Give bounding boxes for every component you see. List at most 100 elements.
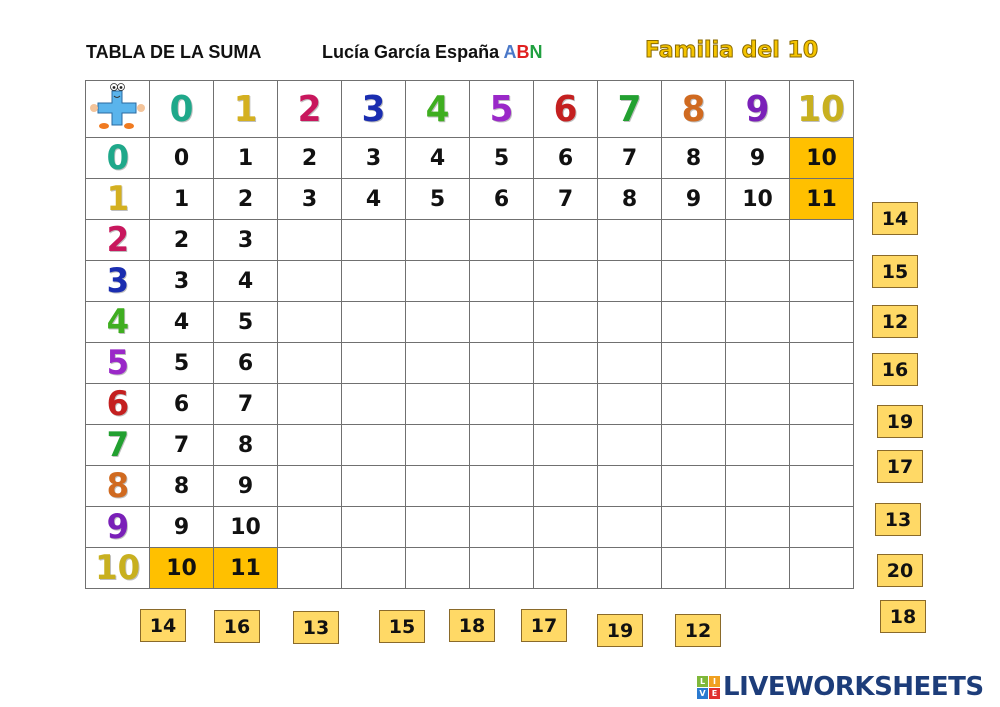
answer-tile-13[interactable]: 13 xyxy=(875,503,921,536)
empty-sum-cell[interactable] xyxy=(597,260,662,302)
empty-sum-cell[interactable] xyxy=(597,301,662,343)
answer-tile-18[interactable]: 18 xyxy=(449,609,495,642)
answer-tile-16[interactable]: 16 xyxy=(872,353,918,386)
empty-sum-cell[interactable] xyxy=(725,547,790,589)
empty-sum-cell[interactable] xyxy=(405,260,470,302)
empty-sum-cell[interactable] xyxy=(405,219,470,261)
empty-sum-cell[interactable] xyxy=(597,547,662,589)
empty-sum-cell[interactable] xyxy=(341,506,406,548)
empty-sum-cell[interactable] xyxy=(533,383,598,425)
answer-tile-19[interactable]: 19 xyxy=(877,405,923,438)
empty-sum-cell[interactable] xyxy=(597,342,662,384)
answer-tile-14[interactable]: 14 xyxy=(872,202,918,235)
answer-tile-14[interactable]: 14 xyxy=(140,609,186,642)
empty-sum-cell[interactable] xyxy=(405,424,470,466)
sum-cell: 2 xyxy=(149,219,214,261)
empty-sum-cell[interactable] xyxy=(661,547,726,589)
empty-sum-cell[interactable] xyxy=(341,301,406,343)
empty-sum-cell[interactable] xyxy=(725,219,790,261)
answer-tile-16[interactable]: 16 xyxy=(214,610,260,643)
empty-sum-cell[interactable] xyxy=(405,506,470,548)
empty-sum-cell[interactable] xyxy=(725,301,790,343)
empty-sum-cell[interactable] xyxy=(597,383,662,425)
answer-tile-15[interactable]: 15 xyxy=(379,610,425,643)
empty-sum-cell[interactable] xyxy=(341,547,406,589)
empty-sum-cell[interactable] xyxy=(405,342,470,384)
empty-sum-cell[interactable] xyxy=(597,424,662,466)
empty-sum-cell[interactable] xyxy=(469,342,534,384)
answer-tile-17[interactable]: 17 xyxy=(521,609,567,642)
empty-sum-cell[interactable] xyxy=(277,301,342,343)
empty-sum-cell[interactable] xyxy=(469,301,534,343)
empty-sum-cell[interactable] xyxy=(277,465,342,507)
empty-sum-cell[interactable] xyxy=(725,383,790,425)
empty-sum-cell[interactable] xyxy=(469,465,534,507)
empty-sum-cell[interactable] xyxy=(597,465,662,507)
empty-sum-cell[interactable] xyxy=(661,342,726,384)
empty-sum-cell[interactable] xyxy=(789,383,854,425)
empty-sum-cell[interactable] xyxy=(789,219,854,261)
empty-sum-cell[interactable] xyxy=(277,506,342,548)
empty-sum-cell[interactable] xyxy=(533,506,598,548)
empty-sum-cell[interactable] xyxy=(469,424,534,466)
empty-sum-cell[interactable] xyxy=(725,506,790,548)
empty-sum-cell[interactable] xyxy=(533,219,598,261)
empty-sum-cell[interactable] xyxy=(533,301,598,343)
empty-sum-cell[interactable] xyxy=(725,260,790,302)
empty-sum-cell[interactable] xyxy=(341,219,406,261)
empty-sum-cell[interactable] xyxy=(277,424,342,466)
empty-sum-cell[interactable] xyxy=(661,301,726,343)
answer-tile-12[interactable]: 12 xyxy=(675,614,721,647)
empty-sum-cell[interactable] xyxy=(533,260,598,302)
empty-sum-cell[interactable] xyxy=(789,342,854,384)
answer-tile-19[interactable]: 19 xyxy=(597,614,643,647)
empty-sum-cell[interactable] xyxy=(533,547,598,589)
empty-sum-cell[interactable] xyxy=(277,342,342,384)
empty-sum-cell[interactable] xyxy=(661,465,726,507)
empty-sum-cell[interactable] xyxy=(277,547,342,589)
empty-sum-cell[interactable] xyxy=(341,465,406,507)
answer-tile-12[interactable]: 12 xyxy=(872,305,918,338)
empty-sum-cell[interactable] xyxy=(469,506,534,548)
empty-sum-cell[interactable] xyxy=(725,465,790,507)
empty-sum-cell[interactable] xyxy=(405,465,470,507)
empty-sum-cell[interactable] xyxy=(341,260,406,302)
empty-sum-cell[interactable] xyxy=(661,506,726,548)
answer-tile-20[interactable]: 20 xyxy=(877,554,923,587)
empty-sum-cell[interactable] xyxy=(405,547,470,589)
empty-sum-cell[interactable] xyxy=(277,260,342,302)
empty-sum-cell[interactable] xyxy=(469,383,534,425)
empty-sum-cell[interactable] xyxy=(789,506,854,548)
empty-sum-cell[interactable] xyxy=(469,219,534,261)
answer-tile-18[interactable]: 18 xyxy=(880,600,926,633)
empty-sum-cell[interactable] xyxy=(789,424,854,466)
empty-sum-cell[interactable] xyxy=(661,260,726,302)
empty-sum-cell[interactable] xyxy=(725,342,790,384)
empty-sum-cell[interactable] xyxy=(661,424,726,466)
empty-sum-cell[interactable] xyxy=(533,342,598,384)
empty-sum-cell[interactable] xyxy=(341,424,406,466)
empty-sum-cell[interactable] xyxy=(533,465,598,507)
empty-sum-cell[interactable] xyxy=(597,506,662,548)
empty-sum-cell[interactable] xyxy=(789,260,854,302)
empty-sum-cell[interactable] xyxy=(277,383,342,425)
empty-sum-cell[interactable] xyxy=(341,383,406,425)
empty-sum-cell[interactable] xyxy=(405,301,470,343)
answer-tile-13[interactable]: 13 xyxy=(293,611,339,644)
empty-sum-cell[interactable] xyxy=(661,383,726,425)
empty-sum-cell[interactable] xyxy=(405,383,470,425)
answer-tile-17[interactable]: 17 xyxy=(877,450,923,483)
empty-sum-cell[interactable] xyxy=(789,301,854,343)
empty-sum-cell[interactable] xyxy=(661,219,726,261)
empty-sum-cell[interactable] xyxy=(469,547,534,589)
answer-tile-15[interactable]: 15 xyxy=(872,255,918,288)
empty-sum-cell[interactable] xyxy=(725,424,790,466)
empty-sum-cell[interactable] xyxy=(533,424,598,466)
empty-sum-cell[interactable] xyxy=(277,219,342,261)
empty-sum-cell[interactable] xyxy=(789,465,854,507)
empty-sum-cell[interactable] xyxy=(341,342,406,384)
empty-sum-cell[interactable] xyxy=(789,547,854,589)
empty-sum-cell[interactable] xyxy=(597,219,662,261)
empty-sum-cell[interactable] xyxy=(469,260,534,302)
